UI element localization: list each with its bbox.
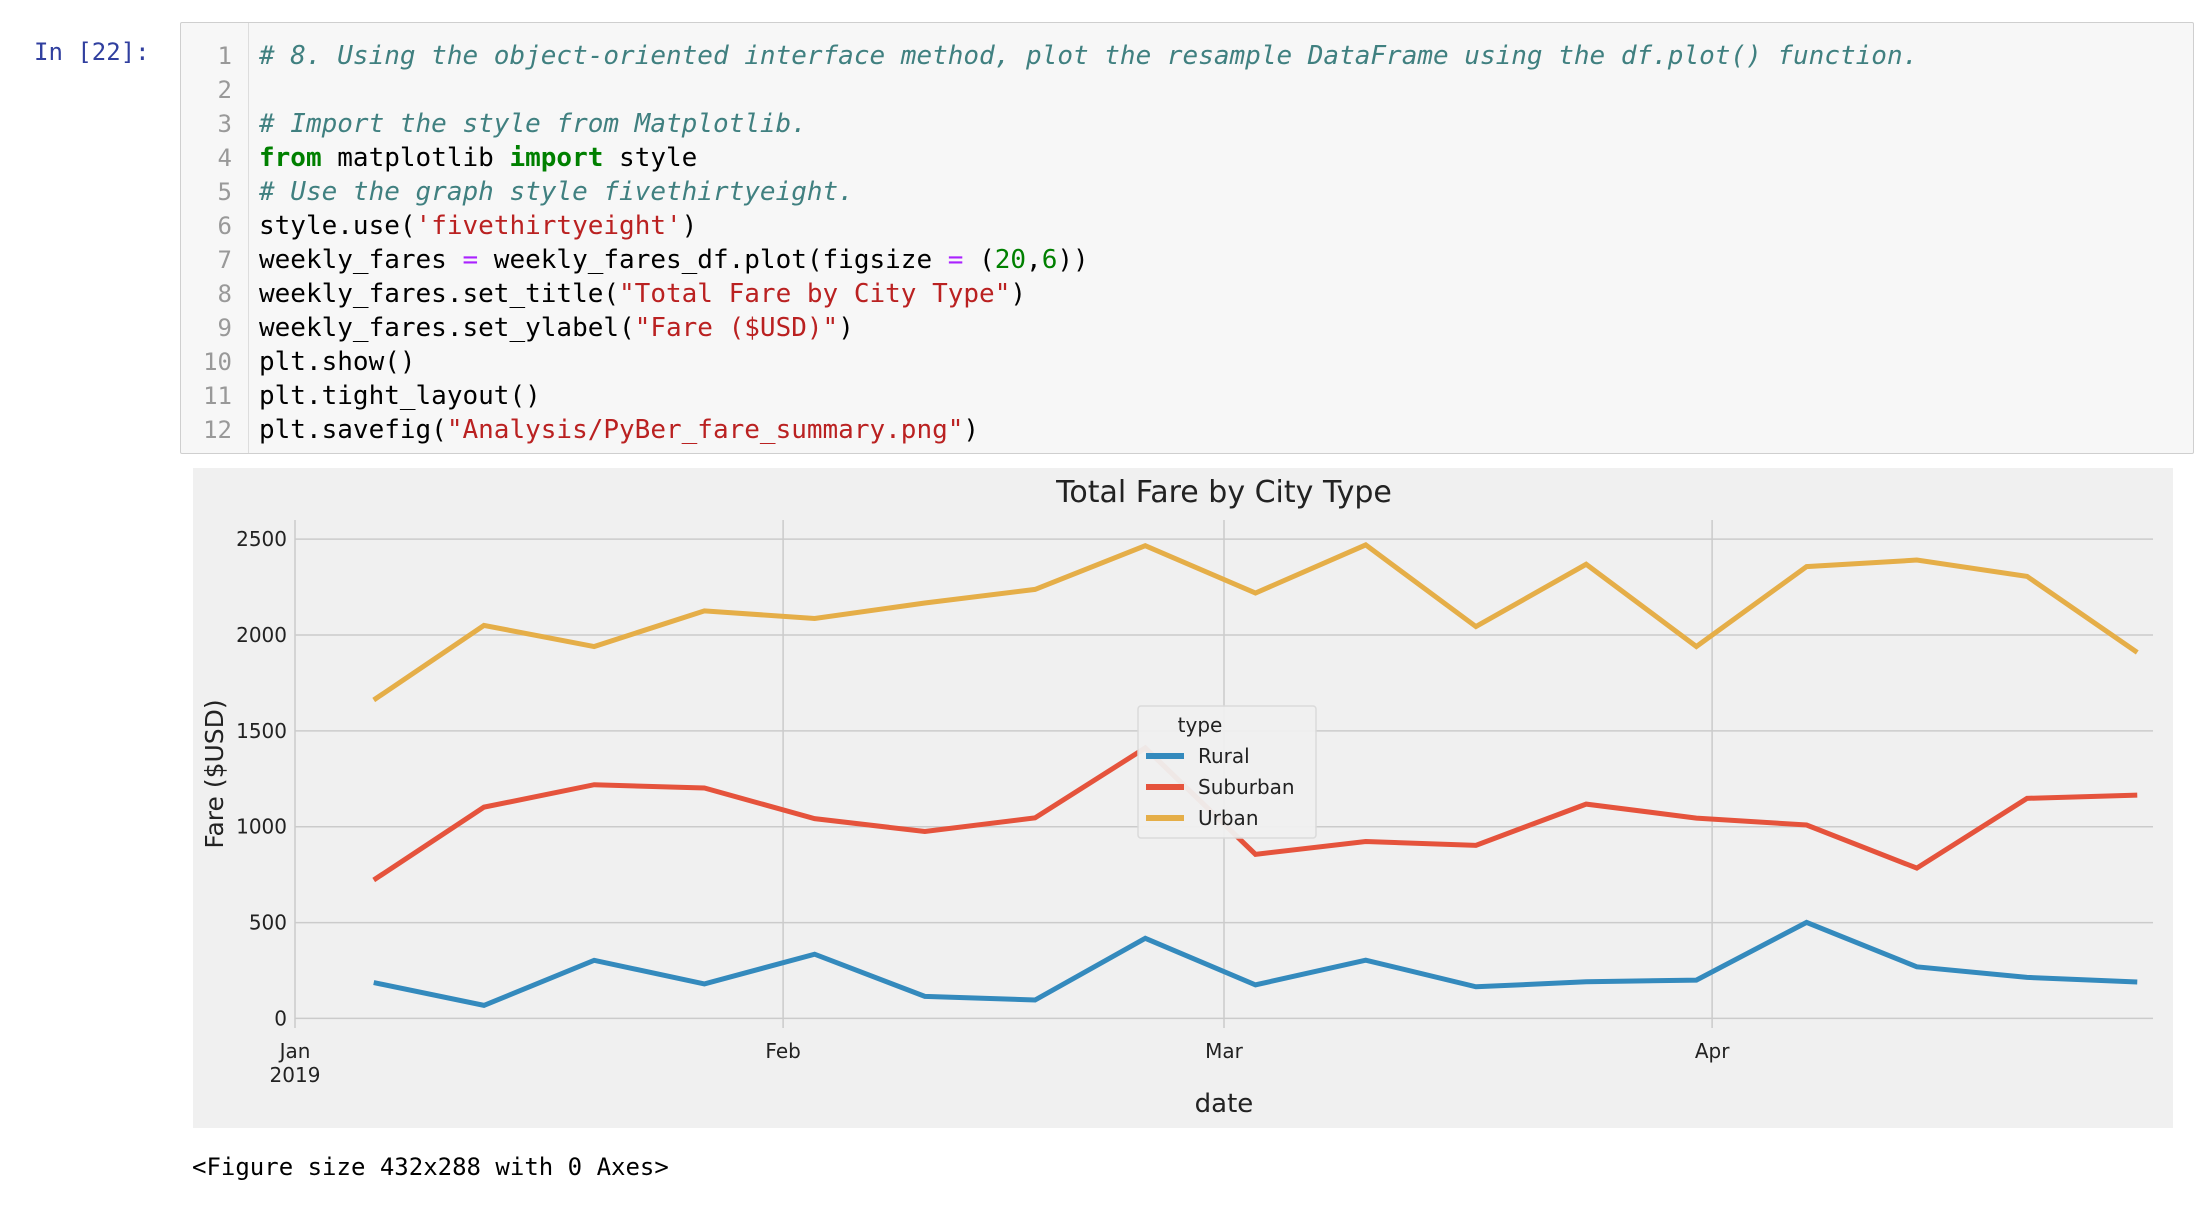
y-axis-label: Fare ($USD) — [200, 699, 229, 848]
y-tick-label: 2000 — [236, 623, 287, 647]
code-token: weekly_fares.set_ylabel( — [259, 313, 635, 343]
code-line: weekly_fares.set_title("Total Fare by Ci… — [259, 277, 1026, 311]
legend-entry: Rural — [1198, 744, 1250, 768]
code-line: # Use the graph style fivethirtyeight. — [259, 175, 854, 209]
code-token: ) — [963, 415, 980, 445]
code-token: 'fivethirtyeight' — [415, 211, 682, 241]
code-line: style.use('fivethirtyeight') — [259, 209, 697, 243]
x-tick-label: Feb — [765, 1039, 800, 1063]
code-token: style.use( — [259, 211, 416, 241]
cell-prompt: In [22]: — [34, 38, 150, 66]
code-token: from — [259, 143, 322, 173]
code-token: , — [1026, 245, 1042, 275]
code-token: style — [603, 143, 698, 173]
code-line: plt.savefig("Analysis/PyBer_fare_summary… — [259, 413, 979, 447]
code-token: ) — [1010, 279, 1027, 309]
y-tick-label: 0 — [274, 1006, 287, 1030]
y-tick-label: 500 — [249, 911, 287, 935]
code-token: plt.savefig( — [259, 415, 447, 445]
code-token: # 8. Using the object-oriented interface… — [259, 41, 1919, 71]
series-line-urban — [372, 542, 2139, 703]
code-token: plt.tight_layout() — [259, 381, 541, 411]
y-tick-label: 1500 — [236, 719, 287, 743]
figure-size-output: <Figure size 432x288 with 0 Axes> — [192, 1153, 669, 1181]
code-token: )) — [1057, 245, 1089, 275]
code-cell[interactable]: 1 2 3 4 5 6 7 8 9 10 11 12 # 8. Using the object-or… — [180, 22, 2194, 454]
line-number: 2 — [217, 76, 232, 104]
code-token: plt.show() — [259, 347, 416, 377]
x-tick-label: Apr — [1695, 1039, 1730, 1063]
legend-title: type — [1178, 713, 1223, 737]
x-tick-sublabel: 2019 — [270, 1063, 321, 1087]
code-token: 6 — [1041, 245, 1058, 275]
code-line: plt.tight_layout() — [259, 379, 541, 413]
line-number: 6 — [217, 212, 232, 240]
line-number: 7 — [217, 246, 232, 274]
chart-title: Total Fare by City Type — [1055, 475, 1392, 510]
code-line: from matplotlib import style — [259, 141, 697, 175]
y-tick-label: 2500 — [236, 527, 287, 551]
code-token: ) — [838, 313, 854, 343]
code-token: matplotlib — [321, 143, 510, 173]
code-token: # Use the graph style fivethirtyeight. — [259, 177, 854, 207]
code-token: weekly_fares.set_title( — [259, 279, 620, 309]
code-line: weekly_fares = weekly_fares_df.plot(figs… — [259, 243, 1089, 277]
code-token: ) — [681, 211, 698, 241]
code-token: import — [509, 143, 604, 173]
x-tick-label: Mar — [1205, 1039, 1244, 1063]
code-line: plt.show() — [259, 345, 416, 379]
x-axis-label: date — [1195, 1089, 1254, 1119]
code-token: weekly_fares — [259, 245, 463, 275]
y-tick-label: 1000 — [236, 815, 287, 839]
chart-output: 0 500 1000 1500 2000 2500 Jan 2019 Feb Mar Apr Tota… — [193, 468, 2173, 1128]
code-token: = — [947, 245, 964, 275]
line-number: 9 — [217, 314, 232, 342]
series-line-rural — [373, 919, 2138, 1008]
line-number-gutter: 1 2 3 4 5 6 7 8 9 10 11 12 — [181, 23, 249, 453]
code-token: "Fare ($USD)" — [634, 313, 839, 343]
line-number: 8 — [217, 280, 232, 308]
series-line-suburban — [372, 744, 2138, 883]
code-token: weekly_fares_df.plot(figsize — [478, 245, 948, 275]
line-number: 3 — [217, 110, 232, 138]
code-token: # Import the style from Matplotlib. — [259, 109, 807, 139]
code-token: ( — [963, 245, 995, 275]
code-line: # 8. Using the object-oriented interface… — [259, 39, 1918, 73]
code-line: weekly_fares.set_ylabel("Fare ($USD)") — [259, 311, 854, 345]
code-line: # Import the style from Matplotlib. — [259, 107, 807, 141]
legend-entry: Urban — [1198, 806, 1259, 830]
legend-entry: Suburban — [1198, 775, 1295, 799]
line-number: 12 — [203, 416, 232, 444]
code-token: 20 — [994, 245, 1027, 275]
line-number: 11 — [203, 382, 232, 410]
line-number: 10 — [203, 348, 232, 376]
code-token: "Total Fare by City Type" — [619, 279, 1011, 309]
code-token: = — [462, 245, 479, 275]
code-token: "Analysis/PyBer_fare_summary.png" — [446, 415, 964, 445]
line-number: 4 — [217, 144, 232, 172]
line-number: 1 — [217, 42, 232, 70]
line-number: 5 — [217, 178, 232, 206]
x-tick-label: Jan — [278, 1039, 311, 1063]
legend-box — [1137, 705, 1317, 839]
